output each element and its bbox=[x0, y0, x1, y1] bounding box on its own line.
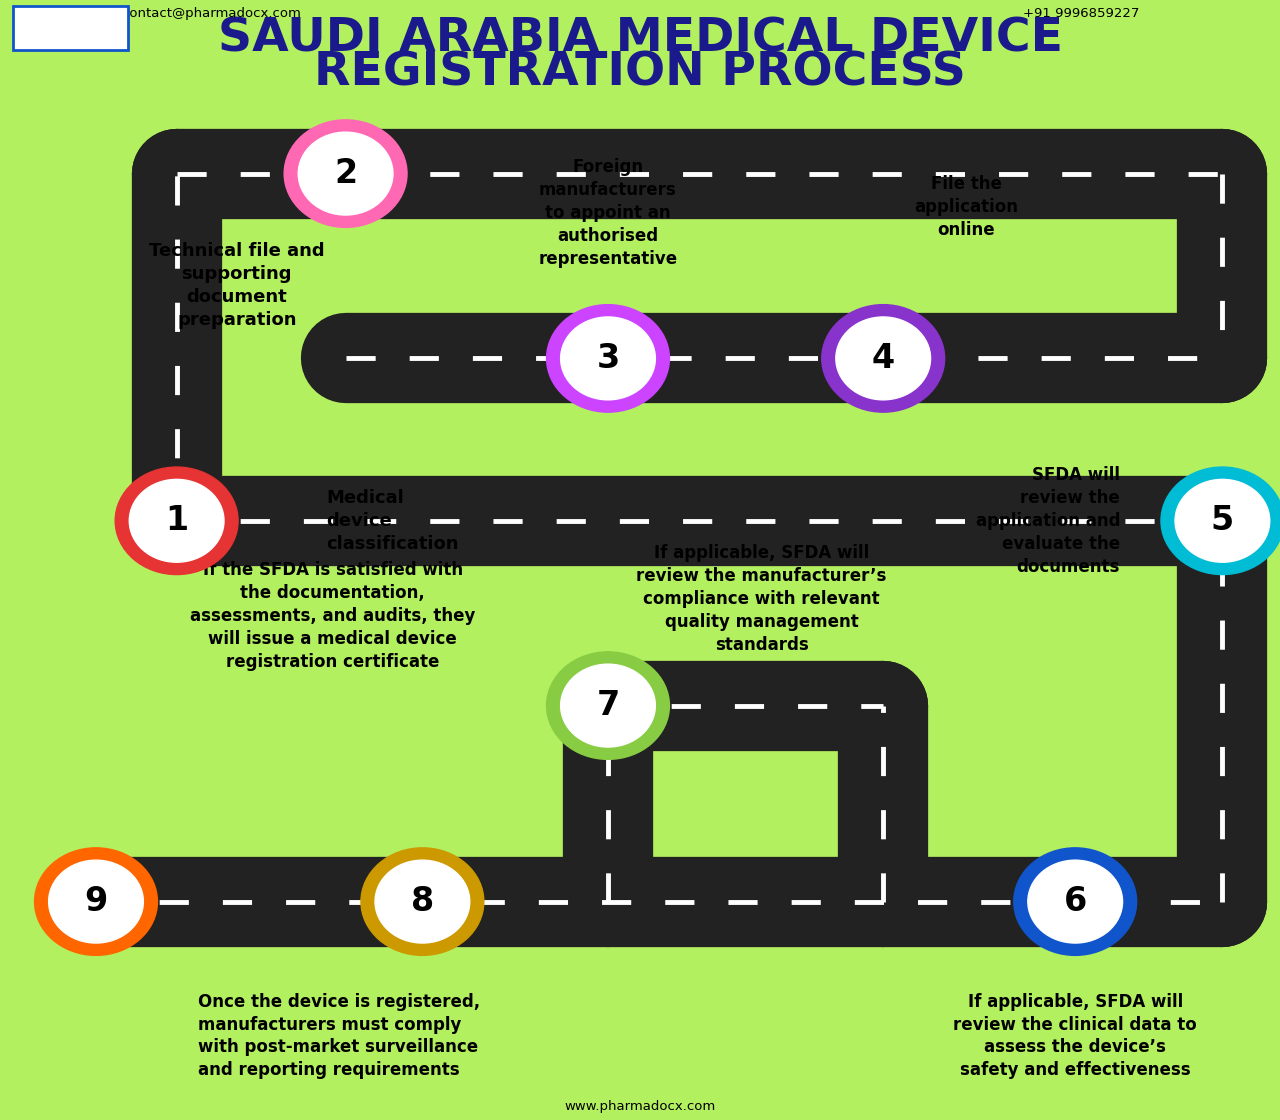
Circle shape bbox=[1161, 467, 1280, 575]
Text: 6: 6 bbox=[1064, 885, 1087, 918]
Text: +91 9996859227: +91 9996859227 bbox=[1024, 7, 1139, 20]
Circle shape bbox=[1175, 479, 1270, 562]
Text: XD
PHARMADOCX: XD PHARMADOCX bbox=[37, 18, 104, 38]
Circle shape bbox=[49, 860, 143, 943]
Circle shape bbox=[129, 479, 224, 562]
Text: Technical file and
supporting
document
preparation: Technical file and supporting document p… bbox=[148, 242, 325, 329]
FancyBboxPatch shape bbox=[13, 6, 128, 50]
Text: 9: 9 bbox=[84, 885, 108, 918]
Circle shape bbox=[561, 317, 655, 400]
Text: 1: 1 bbox=[165, 504, 188, 538]
Text: Medical
device
classification: Medical device classification bbox=[326, 489, 460, 552]
Circle shape bbox=[561, 664, 655, 747]
Text: 4: 4 bbox=[872, 342, 895, 375]
Text: If the SFDA is satisfied with
the documentation,
assessments, and audits, they
w: If the SFDA is satisfied with the docume… bbox=[191, 561, 475, 671]
Circle shape bbox=[822, 305, 945, 412]
Text: Foreign
manufacturers
to appoint an
authorised
representative: Foreign manufacturers to appoint an auth… bbox=[539, 158, 677, 268]
Text: 8: 8 bbox=[411, 885, 434, 918]
Text: SFDA will
review the
application and
evaluate the
documents: SFDA will review the application and eva… bbox=[975, 466, 1120, 576]
Text: 7: 7 bbox=[596, 689, 620, 722]
Text: SAUDI ARABIA MEDICAL DEVICE: SAUDI ARABIA MEDICAL DEVICE bbox=[218, 17, 1062, 62]
Text: Once the device is registered,
manufacturers must comply
with post-market survei: Once the device is registered, manufactu… bbox=[198, 992, 480, 1080]
Circle shape bbox=[1028, 860, 1123, 943]
Text: contact@pharmadocx.com: contact@pharmadocx.com bbox=[122, 7, 301, 20]
Circle shape bbox=[836, 317, 931, 400]
Text: 3: 3 bbox=[596, 342, 620, 375]
Text: 5: 5 bbox=[1211, 504, 1234, 538]
Text: REGISTRATION PROCESS: REGISTRATION PROCESS bbox=[314, 50, 966, 95]
Text: If applicable, SFDA will
review the manufacturer’s
compliance with relevant
qual: If applicable, SFDA will review the manu… bbox=[636, 544, 887, 654]
Text: www.pharmadocx.com: www.pharmadocx.com bbox=[564, 1100, 716, 1113]
Circle shape bbox=[298, 132, 393, 215]
Circle shape bbox=[35, 848, 157, 955]
Circle shape bbox=[361, 848, 484, 955]
Circle shape bbox=[1014, 848, 1137, 955]
Text: File the
application
online: File the application online bbox=[914, 176, 1019, 239]
Circle shape bbox=[547, 652, 669, 759]
Circle shape bbox=[115, 467, 238, 575]
Text: 2: 2 bbox=[334, 157, 357, 190]
Circle shape bbox=[284, 120, 407, 227]
Text: If applicable, SFDA will
review the clinical data to
assess the device’s
safety : If applicable, SFDA will review the clin… bbox=[954, 992, 1197, 1080]
Circle shape bbox=[375, 860, 470, 943]
Circle shape bbox=[547, 305, 669, 412]
